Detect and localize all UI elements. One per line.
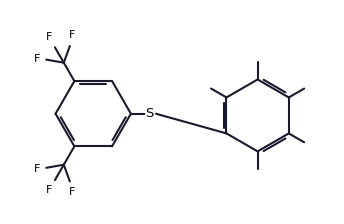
Text: F: F [34,54,40,64]
Text: S: S [146,107,154,120]
Text: F: F [45,185,52,196]
Text: F: F [45,32,52,42]
Text: F: F [69,30,75,40]
Text: F: F [34,164,40,174]
Text: F: F [69,187,75,197]
